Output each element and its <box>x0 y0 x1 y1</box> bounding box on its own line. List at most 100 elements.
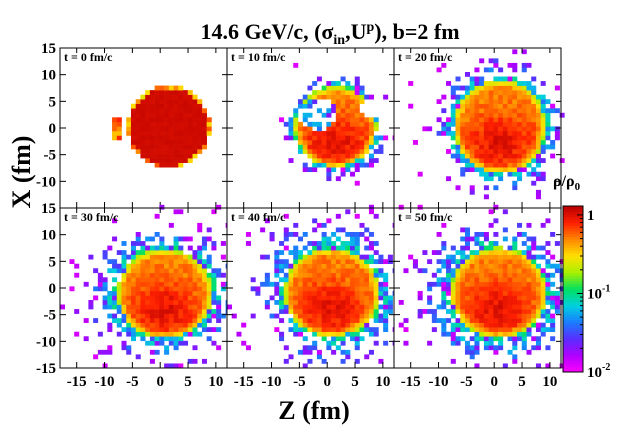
density-cell <box>460 272 466 278</box>
density-cell <box>197 268 203 274</box>
density-cell <box>135 331 141 337</box>
density-cell <box>359 112 365 118</box>
density-cell <box>521 295 527 301</box>
density-cell <box>469 189 475 195</box>
density-cell <box>350 149 356 154</box>
colorbar-segment <box>563 322 583 326</box>
density-cell <box>460 158 466 163</box>
density-cell <box>326 277 332 283</box>
density-cell <box>335 213 341 219</box>
density-cell <box>159 309 165 314</box>
density-cell <box>354 153 360 159</box>
density-cell <box>335 286 341 292</box>
density-cell <box>302 135 308 141</box>
density-cell <box>302 126 308 132</box>
density-cell <box>502 295 508 301</box>
density-cell <box>197 222 203 228</box>
density-cell <box>354 345 360 351</box>
density-cell <box>183 340 189 346</box>
density-cell <box>159 108 165 114</box>
density-cell <box>354 180 360 186</box>
density-cell <box>373 158 379 163</box>
density-cell <box>460 286 466 292</box>
density-cell <box>479 259 485 265</box>
x-tick-label: -5 <box>460 374 473 390</box>
density-cell <box>321 153 327 159</box>
density-cell <box>359 327 365 333</box>
colorbar-segment <box>563 230 583 235</box>
density-cell <box>535 194 541 200</box>
density-cell <box>331 245 337 251</box>
density-cell <box>354 336 360 342</box>
density-cell <box>535 254 541 260</box>
density-cell <box>483 300 489 305</box>
y-tick-label: 15 <box>41 41 56 57</box>
density-cell <box>211 241 217 246</box>
density-cell <box>350 313 356 319</box>
density-cell <box>321 241 327 246</box>
density-cell <box>450 358 456 364</box>
density-cell <box>283 309 289 314</box>
density-cell <box>417 290 423 296</box>
density-cell <box>479 85 485 91</box>
density-cell <box>354 295 360 301</box>
density-cell <box>321 254 327 260</box>
density-cell <box>187 126 193 132</box>
density-cell <box>316 259 322 265</box>
density-cell <box>479 290 485 296</box>
density-cell <box>474 349 480 355</box>
density-cell <box>469 126 475 132</box>
density-cell <box>126 345 132 351</box>
density-cell <box>211 340 217 346</box>
density-cell <box>493 313 499 319</box>
density-cell <box>130 263 136 269</box>
density-cell <box>479 81 485 86</box>
density-cell <box>130 108 136 114</box>
density-cell <box>373 290 379 296</box>
density-cell <box>531 241 537 246</box>
density-cell <box>140 318 146 323</box>
density-cell <box>302 232 308 237</box>
density-cell <box>331 250 337 255</box>
density-cell <box>130 300 136 305</box>
density-cell <box>345 268 351 274</box>
density-cell <box>312 272 318 278</box>
density-cell <box>521 90 527 95</box>
density-cell <box>116 268 122 274</box>
density-cell <box>297 290 303 296</box>
density-cell <box>345 241 351 246</box>
colorbar-segment <box>563 286 583 290</box>
density-cell <box>316 277 322 283</box>
density-cell <box>140 331 146 337</box>
density-cell <box>187 135 193 141</box>
density-cell <box>531 126 537 132</box>
density-cell <box>383 272 389 278</box>
density-cell <box>488 241 494 246</box>
density-cell <box>483 245 489 251</box>
density-cell <box>521 254 527 260</box>
density-cell <box>293 62 299 68</box>
density-cell <box>197 277 203 283</box>
density-cell <box>493 58 499 64</box>
density-cell <box>517 327 523 333</box>
density-cell <box>302 268 308 274</box>
density-cell <box>521 268 527 274</box>
density-cell <box>488 340 494 346</box>
density-cell <box>154 140 160 145</box>
density-cell <box>464 281 470 287</box>
density-cell <box>145 99 151 105</box>
density-cell <box>521 327 527 333</box>
density-cell <box>206 130 212 136</box>
density-cell <box>178 130 184 136</box>
density-cell <box>531 140 537 145</box>
density-cell <box>130 322 136 328</box>
density-cell <box>116 304 122 310</box>
density-cell <box>535 327 541 333</box>
density-cell <box>288 135 294 141</box>
density-cell <box>331 277 337 283</box>
density-cell <box>293 295 299 301</box>
y-tick-label: 5 <box>49 254 57 270</box>
density-cell <box>455 103 461 109</box>
density-cell <box>474 232 480 237</box>
density-cell <box>521 135 527 141</box>
